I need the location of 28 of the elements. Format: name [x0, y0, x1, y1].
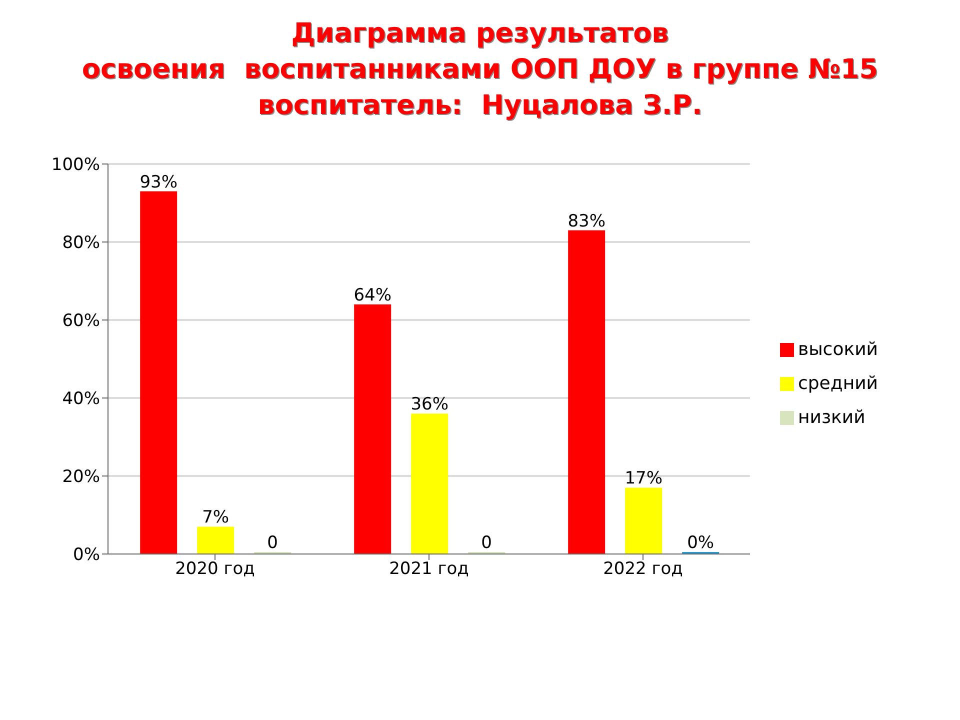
legend-label: низкий [798, 407, 866, 428]
y-tick-label: 60% [62, 311, 100, 332]
bar [411, 414, 448, 554]
y-tick-label: 40% [62, 389, 100, 410]
legend-label: высокий [798, 339, 878, 360]
chart-title: Диаграмма результатов освоения воспитанниками ООП ДОУ в группе №15 воспитатель: Нуцалова З.Р. [80, 17, 880, 123]
bar [568, 230, 606, 554]
y-tick-label: 0% [73, 545, 100, 566]
data-label: 64% [354, 285, 392, 306]
x-tick-label: 2020 год [175, 559, 255, 580]
y-tick-label: 80% [62, 233, 100, 254]
data-label: 0 [481, 533, 492, 553]
x-tick-label: 2021 год [389, 559, 469, 580]
data-label: 0 [267, 533, 278, 553]
data-label: 7% [202, 508, 230, 528]
bar [197, 526, 234, 554]
bar [625, 488, 662, 554]
data-label: 93% [140, 172, 178, 192]
data-label: 36% [410, 394, 448, 415]
y-tick-label: 20% [62, 467, 100, 488]
data-label: 83% [568, 211, 606, 232]
bar [140, 191, 178, 554]
bar [354, 304, 392, 554]
data-label: 0% [687, 533, 714, 553]
x-tick-label: 2022 год [603, 559, 683, 580]
legend-label: средний [798, 373, 878, 394]
y-tick-label: 100% [51, 155, 100, 176]
data-label: 17% [624, 468, 662, 489]
